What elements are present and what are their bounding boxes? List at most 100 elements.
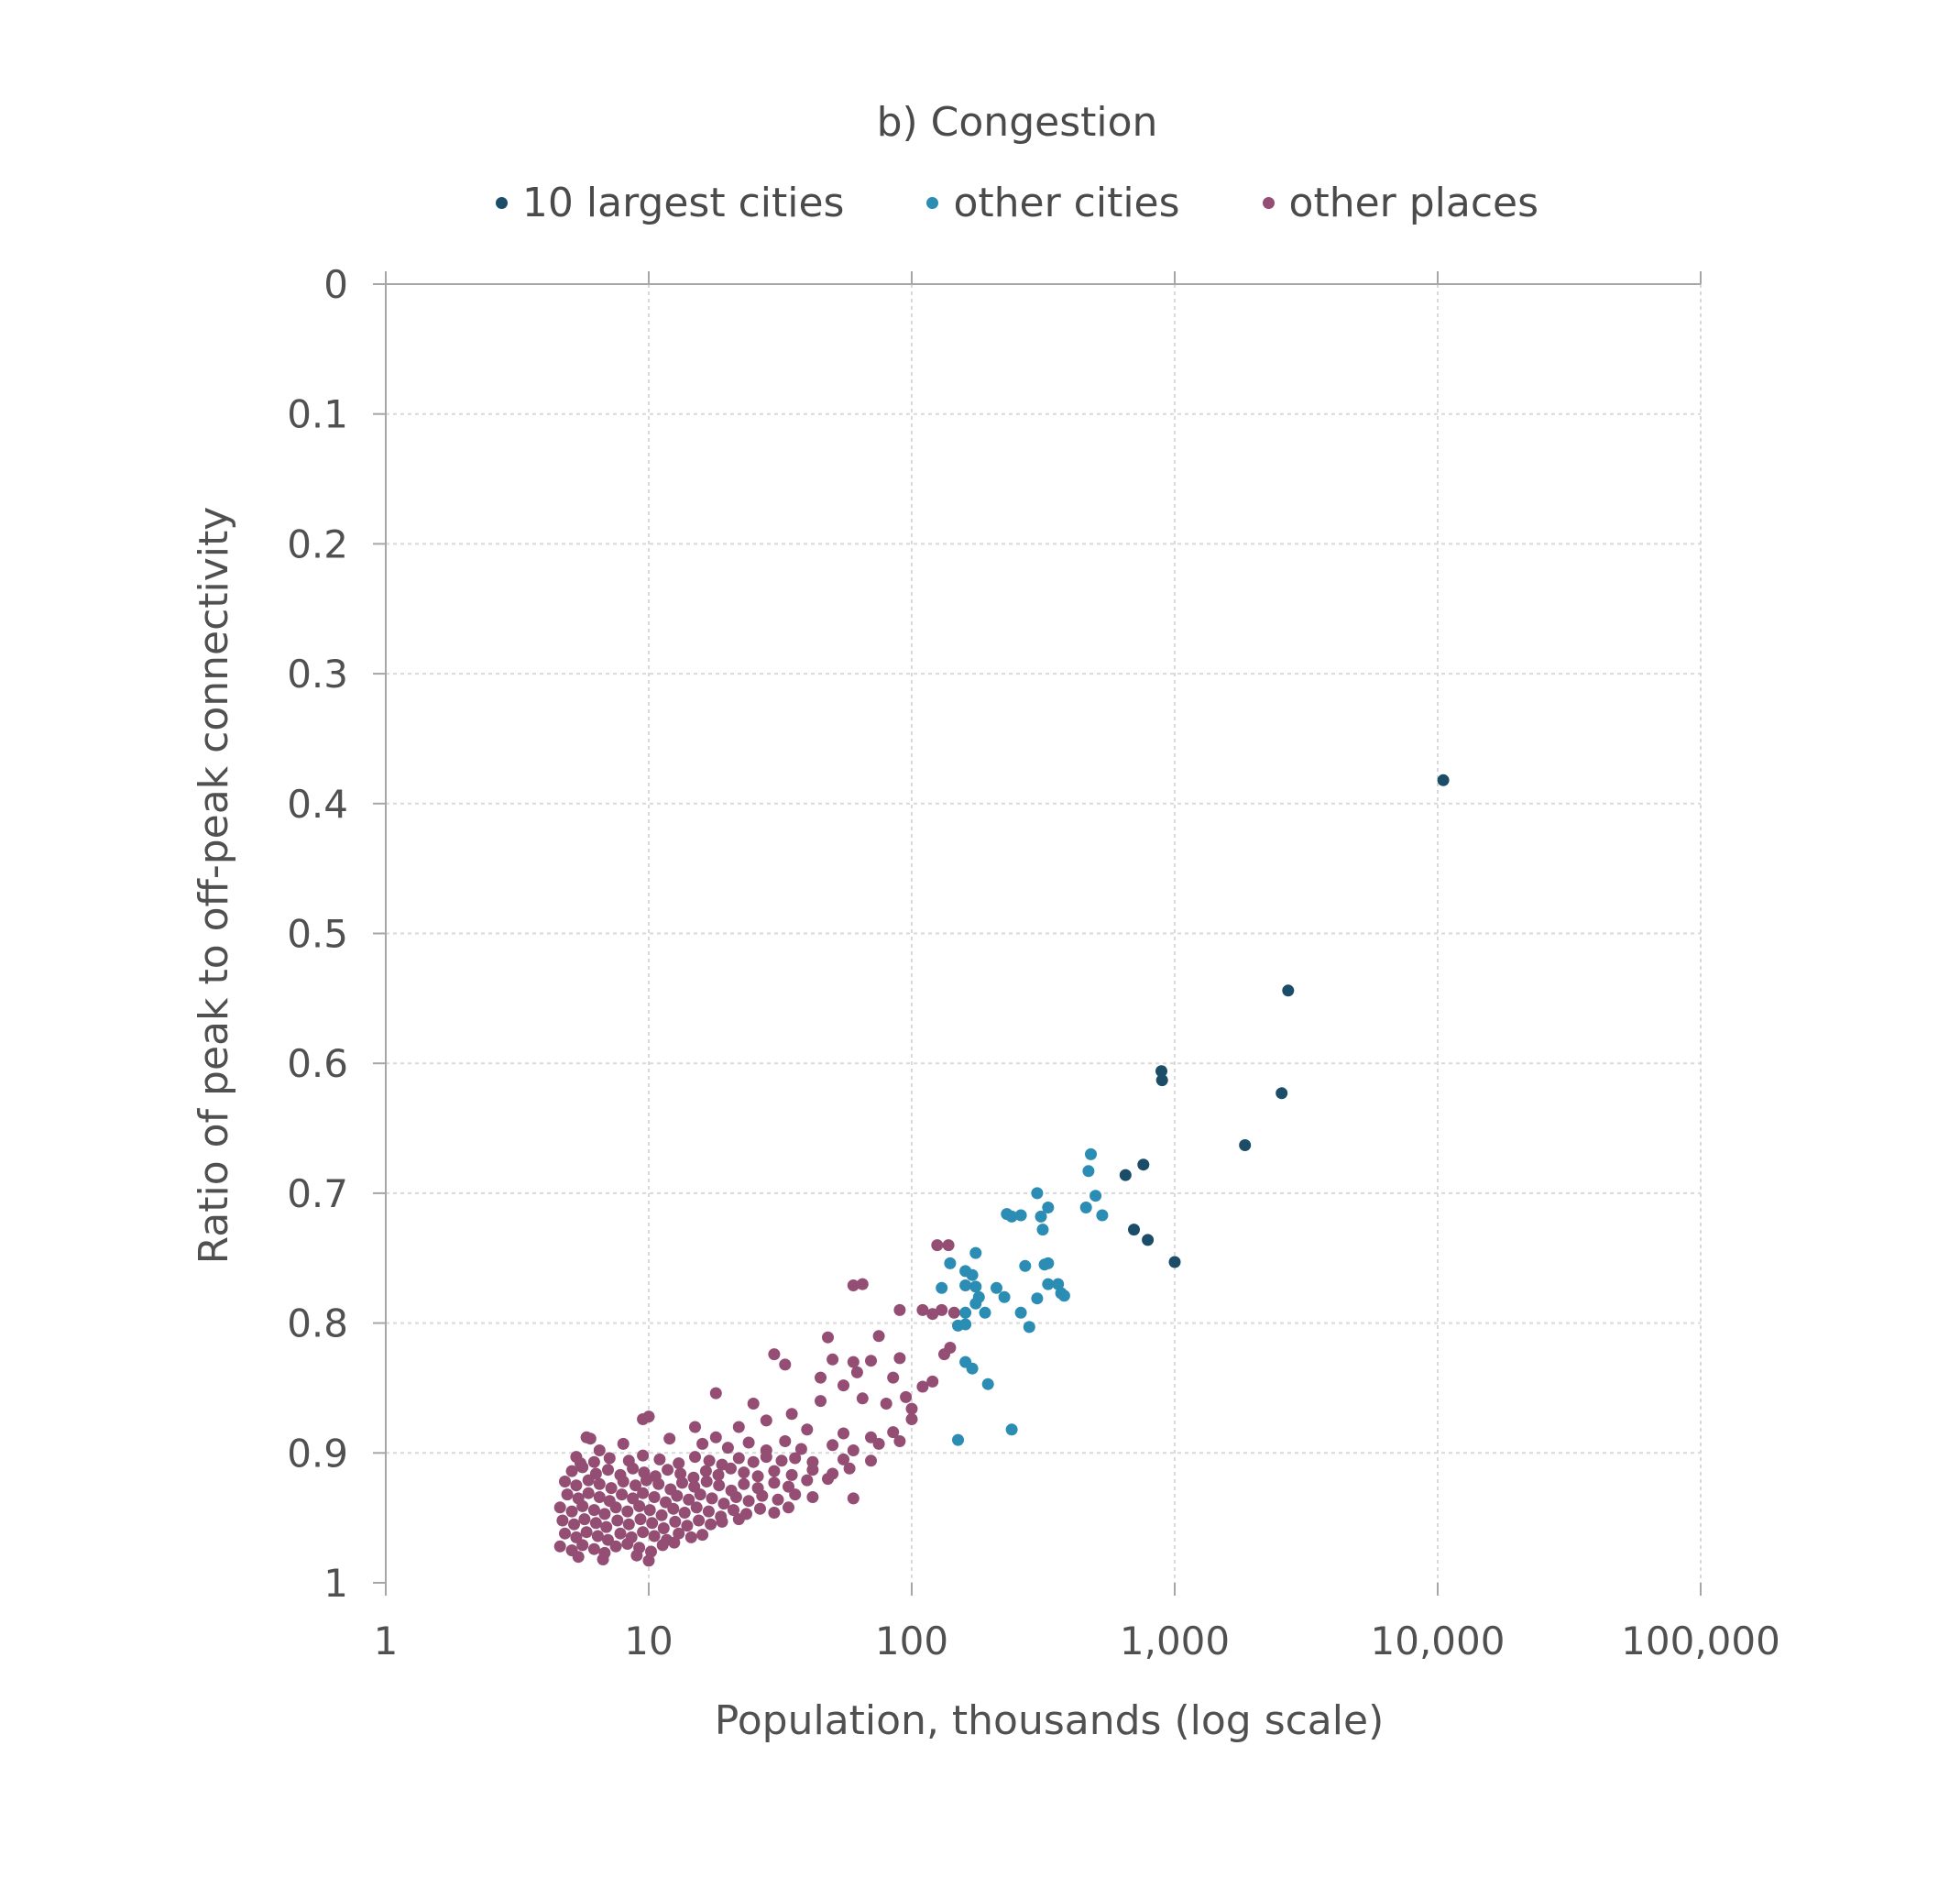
point-other-places [702,1505,715,1518]
x-tick-label: 100 [875,1619,948,1663]
point-other-cities [1014,1209,1027,1222]
point-10-largest-cities [1276,1087,1288,1100]
point-other-places [916,1380,929,1393]
point-other-cities [959,1306,972,1319]
point-other-places [865,1431,877,1443]
point-other-places [678,1507,691,1519]
point-other-places [556,1514,569,1527]
point-other-places [681,1520,694,1532]
point-other-cities [936,1281,948,1294]
point-other-places [696,1529,709,1542]
chart-title: b) Congestion [876,99,1158,146]
y-tick-label: 0.8 [287,1301,348,1346]
x-axis-label: Population, thousands (log scale) [715,1697,1384,1744]
point-other-places [916,1303,929,1316]
point-other-places [559,1527,571,1540]
point-other-places [634,1513,647,1526]
point-other-places [674,1467,687,1480]
point-other-places [742,1495,755,1508]
point-other-places [646,1517,659,1530]
grid-layer [386,284,1702,1583]
y-tick-label: 0.4 [287,782,348,827]
point-other-places [785,1468,798,1481]
point-other-places [709,1387,722,1400]
point-other-places [838,1453,849,1465]
y-tick-label: 0 [323,262,348,307]
point-other-places [622,1518,635,1531]
point-other-places [709,1431,722,1443]
point-other-places [703,1454,716,1467]
point-other-places [593,1444,606,1456]
point-other-places [603,1452,616,1465]
point-other-places [900,1390,913,1403]
point-other-places [699,1465,712,1477]
point-other-places [789,1452,802,1465]
point-other-places [576,1499,589,1512]
point-other-places [926,1308,939,1321]
point-other-places [637,1526,650,1539]
legend-label-other-cities: other cities [953,180,1180,226]
point-other-places [641,1474,652,1487]
point-other-places [794,1443,807,1455]
point-other-cities [1038,1258,1051,1271]
point-other-places [630,1549,643,1562]
point-other-places [580,1526,593,1539]
point-other-places [865,1454,877,1467]
y-tick-label: 0.7 [287,1171,348,1216]
point-other-places [732,1452,745,1465]
y-tick-label: 1 [323,1561,348,1606]
point-other-places [645,1545,657,1558]
point-other-places [893,1435,906,1447]
point-other-places [751,1470,764,1483]
y-tick-label: 0.1 [287,392,348,437]
point-other-places [747,1455,760,1468]
point-other-cities [959,1318,972,1331]
point-other-cities [1031,1292,1044,1305]
point-other-places [806,1491,819,1503]
point-other-places [653,1453,666,1465]
point-other-cities [969,1297,982,1310]
point-10-largest-cities [1168,1256,1181,1268]
point-other-cities [1089,1190,1102,1202]
point-other-places [587,1542,600,1555]
point-other-places [643,1504,656,1517]
point-other-places [602,1464,614,1476]
point-other-places [572,1551,585,1564]
point-other-places [597,1553,609,1565]
point-other-places [662,1464,674,1476]
point-other-places [760,1451,772,1464]
axis-layer [373,271,1702,1596]
point-other-cities [969,1280,982,1293]
point-other-places [582,1474,595,1487]
legend-item-10-largest-cities: 10 largest cities [495,180,844,226]
point-other-cities [1019,1259,1032,1272]
y-tick-label: 0.9 [287,1431,348,1476]
point-other-places [729,1491,742,1503]
point-10-largest-cities [1155,1065,1167,1078]
point-other-places [700,1476,713,1487]
point-other-places [616,1488,629,1501]
point-other-places [693,1514,706,1527]
point-other-places [617,1437,630,1450]
point-other-places [728,1504,739,1517]
point-other-places [600,1520,613,1533]
point-other-places [609,1501,622,1514]
point-other-places [856,1392,869,1405]
point-other-places [838,1427,849,1440]
point-10-largest-cities [1137,1158,1150,1171]
point-other-places [725,1462,737,1475]
point-other-places [801,1423,814,1436]
point-other-places [822,1473,834,1486]
legend-marker-other-places [1262,197,1275,209]
point-other-places [587,1455,600,1468]
point-other-places [785,1408,798,1421]
point-other-places [648,1491,661,1503]
point-other-places [559,1476,571,1487]
point-other-cities [979,1306,991,1319]
point-other-places [850,1366,863,1378]
point-other-places [905,1402,918,1415]
point-other-places [893,1303,906,1316]
legend-item-other-places: other places [1262,180,1538,226]
point-other-places [847,1492,860,1505]
point-other-places [630,1479,641,1492]
